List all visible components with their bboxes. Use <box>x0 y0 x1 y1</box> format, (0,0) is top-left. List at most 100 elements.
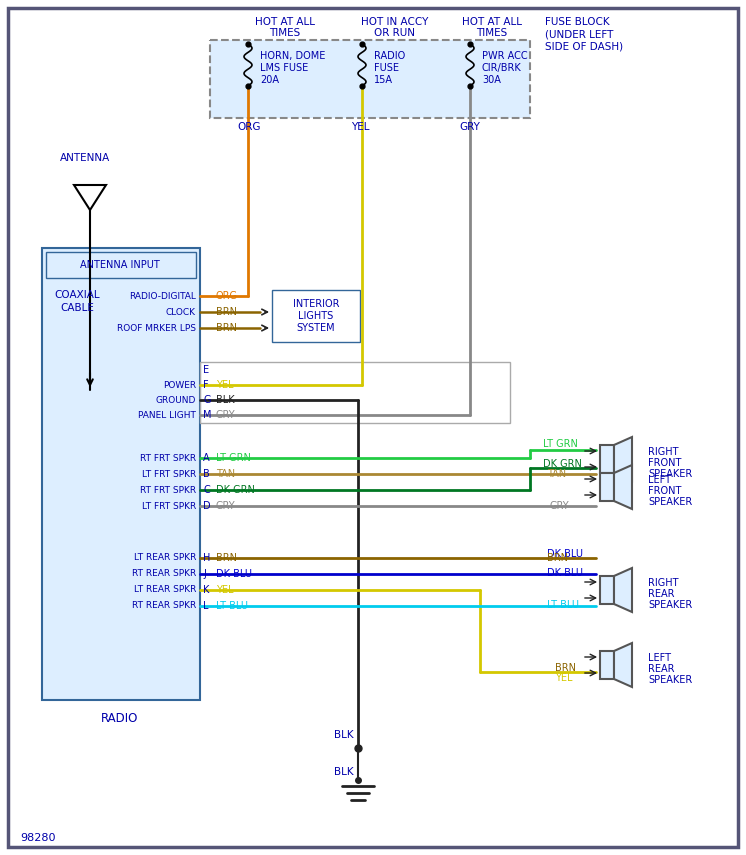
Bar <box>600 445 614 473</box>
Text: RADIO-DIGITAL: RADIO-DIGITAL <box>129 292 196 300</box>
Text: RIGHT: RIGHT <box>648 447 679 457</box>
Bar <box>600 651 614 679</box>
Polygon shape <box>614 465 632 509</box>
Polygon shape <box>614 568 632 612</box>
Text: (UNDER LEFT: (UNDER LEFT <box>545 29 613 39</box>
Text: 30A: 30A <box>482 75 501 85</box>
Text: DK GRN: DK GRN <box>543 459 582 469</box>
Text: 20A: 20A <box>260 75 279 85</box>
Text: LT GRN: LT GRN <box>216 453 251 463</box>
Bar <box>42 248 200 700</box>
Bar <box>210 40 530 118</box>
Text: HOT AT ALL: HOT AT ALL <box>255 17 315 27</box>
Text: YEL: YEL <box>216 585 233 595</box>
Text: RADIO: RADIO <box>374 51 405 61</box>
Text: TAN: TAN <box>216 469 235 479</box>
Text: FRONT: FRONT <box>648 458 681 468</box>
Text: G: G <box>203 395 210 405</box>
Text: J: J <box>203 569 206 579</box>
Text: BRN: BRN <box>216 307 237 317</box>
Text: CABLE: CABLE <box>60 303 94 313</box>
Text: ORG: ORG <box>237 122 260 132</box>
Bar <box>272 290 360 342</box>
Text: ROOF MRKER LPS: ROOF MRKER LPS <box>117 323 196 333</box>
Text: K: K <box>203 585 210 595</box>
Text: FUSE BLOCK: FUSE BLOCK <box>545 17 609 27</box>
Text: REAR: REAR <box>648 589 674 599</box>
Bar <box>600 576 614 604</box>
Text: SPEAKER: SPEAKER <box>648 497 692 507</box>
Text: H: H <box>203 553 210 563</box>
Polygon shape <box>74 185 106 210</box>
Text: GROUND: GROUND <box>156 396 196 404</box>
Text: L: L <box>203 601 208 611</box>
Text: LIGHTS: LIGHTS <box>298 311 333 321</box>
Text: LT REAR SPKR: LT REAR SPKR <box>134 553 196 563</box>
Text: D: D <box>203 501 210 511</box>
Text: GRY: GRY <box>216 501 236 511</box>
Text: LT GRN: LT GRN <box>543 439 578 449</box>
Text: SIDE OF DASH): SIDE OF DASH) <box>545 41 623 51</box>
Text: HOT AT ALL: HOT AT ALL <box>462 17 522 27</box>
Text: BRN: BRN <box>216 553 237 563</box>
Text: 15A: 15A <box>374 75 393 85</box>
Text: F: F <box>203 380 209 390</box>
Text: M: M <box>203 410 212 420</box>
Text: SYSTEM: SYSTEM <box>297 323 335 333</box>
Text: ANTENNA: ANTENNA <box>60 153 110 163</box>
Text: GRY: GRY <box>216 410 236 420</box>
Text: RADIO: RADIO <box>101 711 139 724</box>
Text: SPEAKER: SPEAKER <box>648 600 692 610</box>
Bar <box>46 252 196 278</box>
Text: POWER: POWER <box>163 380 196 390</box>
Bar <box>600 473 614 501</box>
Text: DK BLU: DK BLU <box>547 568 583 578</box>
Text: SPEAKER: SPEAKER <box>648 675 692 685</box>
Text: OR RUN: OR RUN <box>374 28 416 38</box>
Text: RT REAR SPKR: RT REAR SPKR <box>132 569 196 579</box>
Text: CLOCK: CLOCK <box>166 308 196 316</box>
Text: LT BLU: LT BLU <box>547 600 579 610</box>
Text: BRN: BRN <box>216 323 237 333</box>
Text: LT REAR SPKR: LT REAR SPKR <box>134 586 196 594</box>
Text: FUSE: FUSE <box>374 63 399 73</box>
Text: REAR: REAR <box>648 664 674 674</box>
Text: COAXIAL: COAXIAL <box>54 290 100 300</box>
Text: GRY: GRY <box>459 122 480 132</box>
Text: LMS FUSE: LMS FUSE <box>260 63 308 73</box>
Text: YEL: YEL <box>351 122 369 132</box>
Text: HORN, DOME: HORN, DOME <box>260 51 325 61</box>
Text: C: C <box>203 485 210 495</box>
Text: DK BLU: DK BLU <box>547 549 583 559</box>
Text: RT REAR SPKR: RT REAR SPKR <box>132 602 196 610</box>
Text: DK BLU: DK BLU <box>216 569 252 579</box>
Text: DK GRN: DK GRN <box>216 485 255 495</box>
Text: PANEL LIGHT: PANEL LIGHT <box>138 410 196 420</box>
Text: LT FRT SPKR: LT FRT SPKR <box>142 502 196 510</box>
Text: LT BLU: LT BLU <box>216 601 248 611</box>
Text: BLK: BLK <box>334 730 354 740</box>
Text: BLK: BLK <box>334 767 354 777</box>
Text: E: E <box>203 365 209 375</box>
Text: YEL: YEL <box>216 380 233 390</box>
Text: INTERIOR: INTERIOR <box>292 299 339 309</box>
Text: TIMES: TIMES <box>269 28 301 38</box>
Text: RT FRT SPKR: RT FRT SPKR <box>140 453 196 463</box>
Text: TIMES: TIMES <box>477 28 507 38</box>
Text: RT FRT SPKR: RT FRT SPKR <box>140 486 196 494</box>
Text: BRN: BRN <box>555 663 576 673</box>
Polygon shape <box>614 437 632 481</box>
Text: A: A <box>203 453 210 463</box>
Text: LEFT: LEFT <box>648 475 671 485</box>
Bar <box>200 362 510 423</box>
Text: FRONT: FRONT <box>648 486 681 496</box>
Text: LT FRT SPKR: LT FRT SPKR <box>142 469 196 479</box>
Text: 98280: 98280 <box>20 833 55 843</box>
Text: RIGHT: RIGHT <box>648 578 679 588</box>
Text: LEFT: LEFT <box>648 653 671 663</box>
Text: ANTENNA INPUT: ANTENNA INPUT <box>80 260 160 270</box>
Text: B: B <box>203 469 210 479</box>
Text: ORG: ORG <box>216 291 238 301</box>
Text: TAN: TAN <box>547 469 566 479</box>
Text: CIR/BRK: CIR/BRK <box>482 63 521 73</box>
